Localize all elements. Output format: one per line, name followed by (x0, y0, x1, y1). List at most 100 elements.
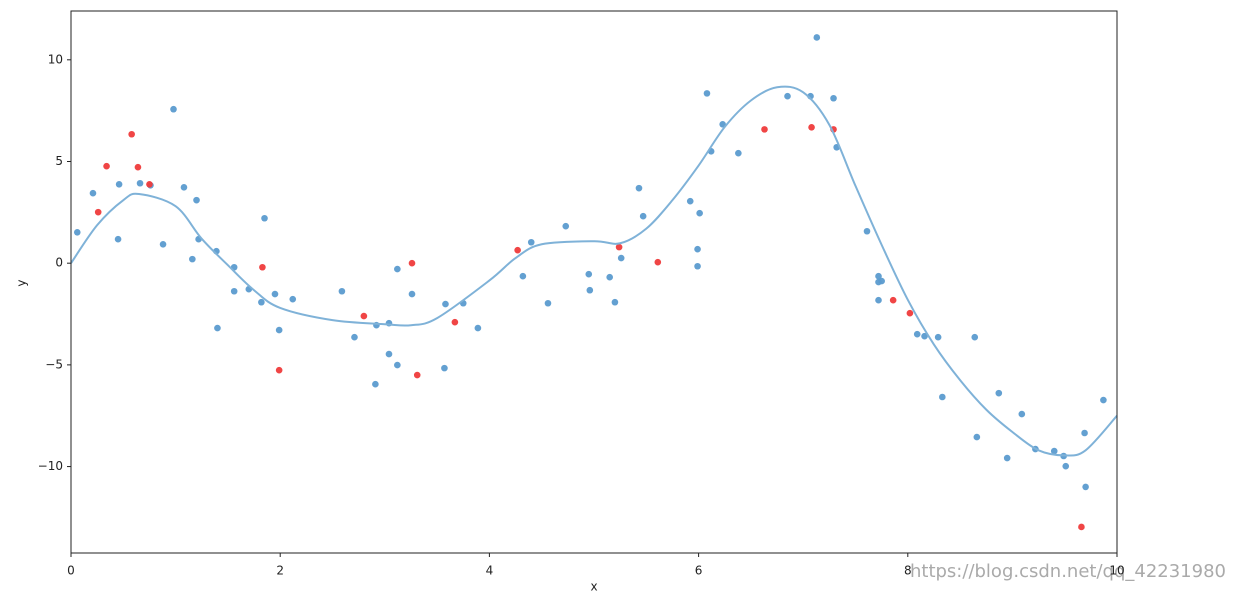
point (544, 299, 552, 307)
point (180, 184, 188, 191)
point (275, 326, 283, 334)
point (875, 296, 882, 304)
point (617, 254, 625, 262)
point (474, 324, 482, 332)
point (514, 246, 521, 254)
point (1062, 462, 1070, 470)
point (89, 189, 97, 197)
point (906, 309, 914, 317)
point (338, 287, 346, 295)
point (586, 286, 594, 294)
point (1100, 396, 1107, 404)
x-tick-label: 0 (67, 564, 75, 578)
point (694, 262, 701, 270)
point (394, 265, 401, 273)
point (1078, 523, 1085, 531)
y-axis-label: y (15, 279, 29, 286)
y-tick-label: 5 (55, 154, 63, 168)
point (639, 212, 647, 220)
x-tick-label: 10 (1109, 564, 1124, 578)
fit-line (70, 85, 1118, 457)
point (351, 333, 358, 341)
y-tick-label: 0 (55, 256, 63, 270)
point (889, 296, 897, 304)
y-tick-label: −10 (38, 459, 63, 473)
point (808, 124, 815, 131)
point (170, 105, 177, 113)
point (360, 312, 368, 320)
point (193, 196, 200, 204)
x-tick-label: 2 (276, 564, 284, 578)
point (261, 214, 268, 222)
point (830, 94, 837, 102)
x-tick-label: 6 (695, 564, 703, 578)
point (1082, 483, 1089, 491)
point (934, 333, 942, 341)
point (761, 126, 768, 133)
point (1081, 429, 1088, 437)
point (114, 235, 122, 243)
point (863, 227, 871, 235)
point (372, 380, 379, 388)
plot-frame (70, 10, 1118, 554)
point (615, 243, 623, 251)
point (136, 179, 144, 187)
y-tick-label: −5 (45, 357, 63, 371)
point (1050, 447, 1058, 455)
point (654, 258, 662, 266)
point (230, 287, 238, 295)
point (408, 290, 416, 298)
point (451, 318, 459, 326)
point (103, 162, 110, 170)
point (921, 332, 928, 340)
point (939, 393, 946, 401)
point (878, 277, 885, 285)
point (289, 295, 297, 303)
point (214, 324, 221, 332)
point (271, 290, 279, 298)
watermark: https://blog.csdn.net/qq_42231980 (910, 561, 1226, 582)
point (259, 263, 266, 271)
point (606, 273, 613, 281)
point (686, 197, 694, 205)
y-tick-label: 10 (48, 52, 63, 66)
point (385, 350, 393, 358)
point (562, 222, 570, 230)
point (128, 130, 135, 138)
point (611, 298, 619, 306)
point (94, 208, 102, 216)
point (1003, 454, 1011, 462)
point (735, 149, 742, 157)
point (441, 364, 448, 372)
point (703, 90, 711, 97)
point (784, 92, 791, 100)
point (973, 433, 981, 441)
point (875, 272, 882, 280)
point (394, 361, 401, 369)
point (527, 238, 535, 246)
point (995, 389, 1003, 397)
point (408, 259, 416, 267)
point (585, 270, 593, 278)
point (635, 184, 643, 192)
point (1018, 410, 1026, 418)
point (813, 34, 821, 41)
point (275, 366, 283, 374)
point (258, 298, 265, 306)
x-tick-label: 8 (904, 564, 912, 578)
point (189, 255, 196, 263)
point (115, 180, 123, 188)
point (971, 333, 979, 341)
point (913, 330, 921, 338)
point (146, 180, 153, 188)
x-tick-label: 4 (486, 564, 494, 578)
x-axis-label: x (590, 580, 597, 592)
point (519, 272, 527, 280)
point (696, 209, 703, 217)
point (159, 240, 167, 248)
point (413, 371, 421, 379)
point (134, 163, 142, 171)
point (694, 245, 701, 253)
point (442, 300, 449, 308)
